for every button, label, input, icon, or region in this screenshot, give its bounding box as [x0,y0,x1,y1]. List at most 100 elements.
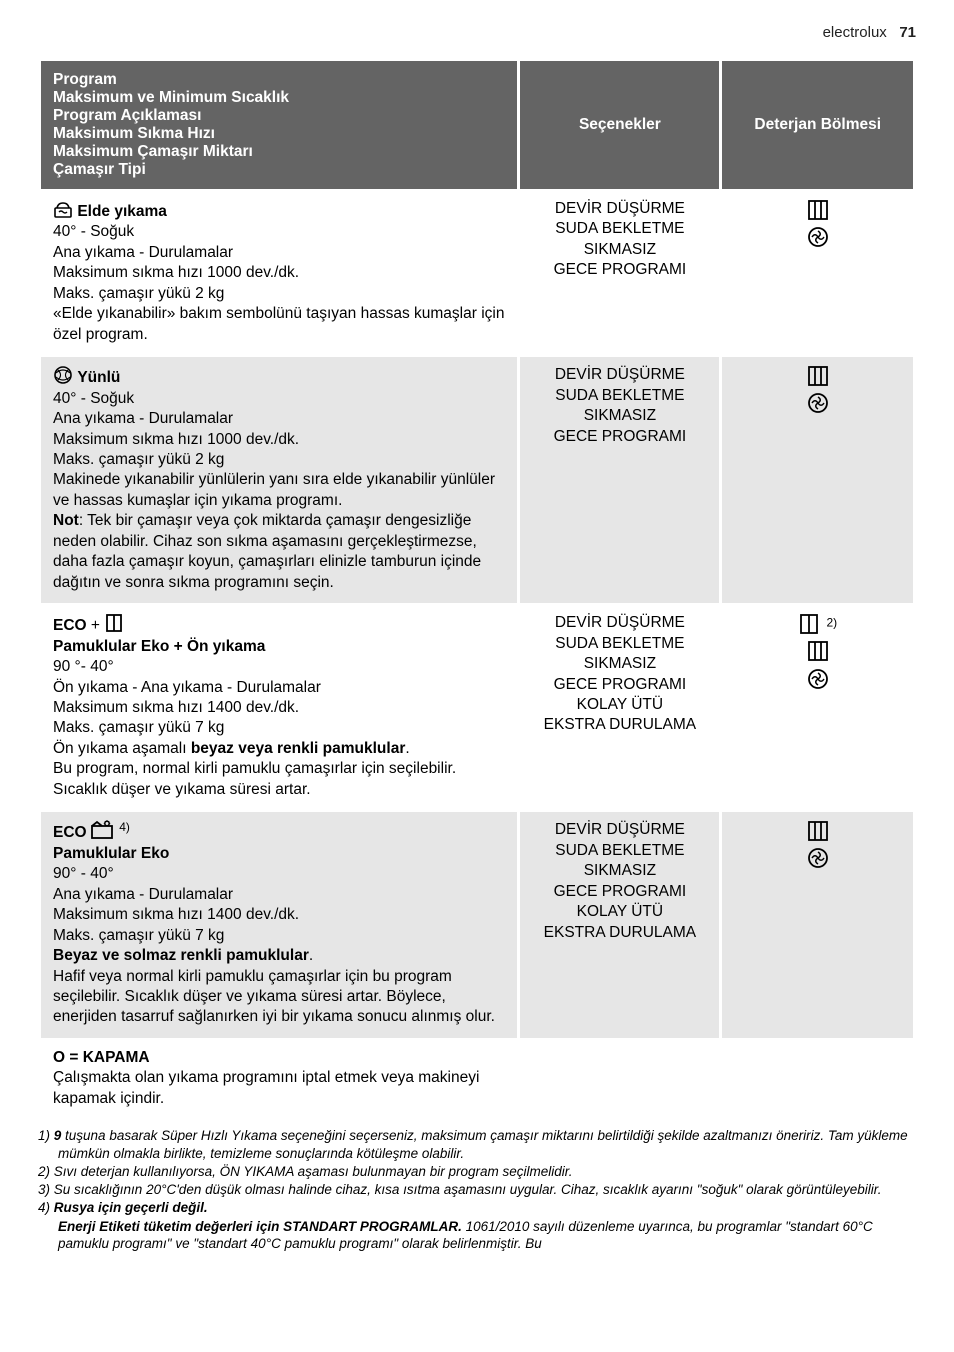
program-title: Yünlü [77,369,120,386]
options-cell: DEVİR DÜŞÜRME SUDA BEKLETME SIKMASIZ GEC… [520,812,719,1038]
option: SUDA BEKLETME [532,634,707,654]
softener-compartment-icon [807,847,829,869]
option: KOLAY ÜTÜ [532,695,707,715]
fn-num: 3) [38,1182,54,1197]
table-row: ECO + Pamuklular Eko + Ön yıkama 90 °- 4… [41,605,913,810]
program-line: «Elde yıkanabilir» bakım sembolünü taşıy… [53,304,505,345]
program-line: Çalışmakta olan yıkama programını iptal … [53,1068,505,1109]
hdr-line: Maksimum Sıkma Hızı [53,125,505,143]
program-line: Ana yıkama - Durulamalar [53,885,505,905]
option: DEVİR DÜŞÜRME [532,199,707,219]
fn-text: Sıvı deterjan kullanılıyorsa, ÖN YIKAMA … [54,1164,573,1179]
em-post: . [405,740,409,757]
program-line: Maksimum sıkma hızı 1000 dev./dk. [53,430,505,450]
option: DEVİR DÜŞÜRME [532,820,707,840]
page-number: 71 [899,24,916,41]
softener-compartment-icon [807,392,829,414]
em-post: . [309,947,313,964]
option: SIKMASIZ [532,861,707,881]
footnotes: 1) 9 tuşuna basarak Süper Hızlı Yıkama s… [38,1127,916,1252]
program-line: Maksimum sıkma hızı 1400 dev./dk. [53,698,505,718]
option: GECE PROGRAMI [532,882,707,902]
note-text: : Tek bir çamaşır veya çok miktarda çama… [53,512,481,590]
det-sup: 2) [826,616,837,630]
options-cell: DEVİR DÜŞÜRME SUDA BEKLETME SIKMASIZ GEC… [520,605,719,810]
options-cell: DEVİR DÜŞÜRME SUDA BEKLETME SIKMASIZ GEC… [520,357,719,603]
program-cell: Yünlü 40° - Soğuk Ana yıkama - Durulamal… [41,357,517,603]
header-detergent: Deterjan Bölmesi [722,61,913,189]
hdr-line: Maksimum Çamaşır Miktarı [53,143,505,161]
program-line: Maks. çamaşır yükü 7 kg [53,718,505,738]
programs-table: Program Maksimum ve Minimum Sıcaklık Pro… [38,59,916,1121]
option: DEVİR DÜŞÜRME [532,613,707,633]
program-line: 90 °- 40° [53,657,505,677]
footnote-4: 4) Rusya için geçerli değil. [38,1199,916,1216]
em-pre: Ön yıkama aşamalı [53,740,191,757]
option: SUDA BEKLETME [532,841,707,861]
softener-compartment-icon [807,226,829,248]
program-line: Maksimum sıkma hızı 1000 dev./dk. [53,263,505,283]
program-cell: O = KAPAMA Çalışmakta olan yıkama progra… [41,1040,517,1119]
detergent-cell [722,357,913,603]
program-line: Makinede yıkanabilir yünlülerin yanı sır… [53,470,505,511]
eco-label: ECO [53,617,87,634]
program-cell: Elde yıkama 40° - Soğuk Ana yıkama - Dur… [41,191,517,355]
footnote-4-body: Enerji Etiketi tüketim değerleri için ST… [38,1218,916,1253]
option: EKSTRA DURULAMA [532,715,707,735]
program-line: 40° - Soğuk [53,389,505,409]
hdr-line: Program [53,71,505,89]
table-row: Yünlü 40° - Soğuk Ana yıkama - Durulamal… [41,357,913,603]
program-tail: Bu program, normal kirli pamuklu çamaşır… [53,759,505,800]
wool-icon [53,365,73,385]
fn-num: 2) [38,1164,54,1179]
wash-compartment-icon [807,365,829,387]
wash-compartment-icon [807,199,829,221]
program-tail: Hafif veya normal kirli pamuklu çamaşırl… [53,967,505,1028]
option: GECE PROGRAMI [532,427,707,447]
detergent-cell: 2) [722,605,913,810]
cotton-icon [91,820,115,840]
program-line: Maks. çamaşır yükü 2 kg [53,284,505,304]
hdr-line: Maksimum ve Minimum Sıcaklık [53,89,505,107]
program-line: Maksimum sıkma hızı 1400 dev./dk. [53,905,505,925]
program-line: Ana yıkama - Durulamalar [53,409,505,429]
fn4-standart: Enerji Etiketi tüketim değerleri için ST… [58,1219,462,1234]
em-bold: beyaz veya renkli pamuklular [191,740,406,757]
program-title: Pamuklular Eko + Ön yıkama [53,637,505,657]
fn-num: 4) [38,1200,54,1215]
det-prewash-line: 2) [798,615,837,640]
footnote-1: 1) 9 tuşuna basarak Süper Hızlı Yıkama s… [38,1127,916,1162]
option: GECE PROGRAMI [532,260,707,280]
options-cell: DEVİR DÜŞÜRME SUDA BEKLETME SIKMASIZ GEC… [520,191,719,355]
note-label: Not [53,512,79,529]
program-em-line: Ön yıkama aşamalı beyaz veya renkli pamu… [53,739,505,759]
option: SIKMASIZ [532,240,707,260]
table-header-row: Program Maksimum ve Minimum Sıcaklık Pro… [41,61,913,189]
program-line: Ön yıkama - Ana yıkama - Durulamalar [53,678,505,698]
hdr-line: Program Açıklaması [53,107,505,125]
footnote-3: 3) Su sıcaklığının 20°C'den düşük olması… [38,1181,916,1198]
program-cell: ECO + Pamuklular Eko + Ön yıkama 90 °- 4… [41,605,517,810]
footnote-2: 2) Sıvı deterjan kullanılıyorsa, ÖN YIKA… [38,1163,916,1180]
em-bold: Beyaz ve solmaz renkli pamuklular [53,947,309,964]
program-em-line: Beyaz ve solmaz renkli pamuklular. [53,946,505,966]
program-line: Ana yıkama - Durulamalar [53,243,505,263]
program-line: Maks. çamaşır yükü 7 kg [53,926,505,946]
fn-text: Su sıcaklığının 20°C'den düşük olması ha… [54,1182,882,1197]
program-line: Maks. çamaşır yükü 2 kg [53,450,505,470]
fn-text: tuşuna basarak Süper Hızlı Yıkama seçene… [58,1128,908,1160]
table-row: ECO 4) Pamuklular Eko 90° - 40° Ana yıka… [41,812,913,1038]
table-row: Elde yıkama 40° - Soğuk Ana yıkama - Dur… [41,191,913,355]
softener-compartment-icon [807,668,829,690]
option: DEVİR DÜŞÜRME [532,365,707,385]
option: GECE PROGRAMI [532,675,707,695]
program-note: Not: Tek bir çamaşır veya çok miktarda ç… [53,511,505,593]
option: SIKMASIZ [532,654,707,674]
brand-label: electrolux [823,24,887,41]
option: SIKMASIZ [532,406,707,426]
hdr-line: Çamaşır Tipi [53,161,505,179]
table-row: O = KAPAMA Çalışmakta olan yıkama progra… [41,1040,913,1119]
detergent-cell [722,812,913,1038]
program-cell: ECO 4) Pamuklular Eko 90° - 40° Ana yıka… [41,812,517,1038]
options-cell [520,1040,719,1119]
